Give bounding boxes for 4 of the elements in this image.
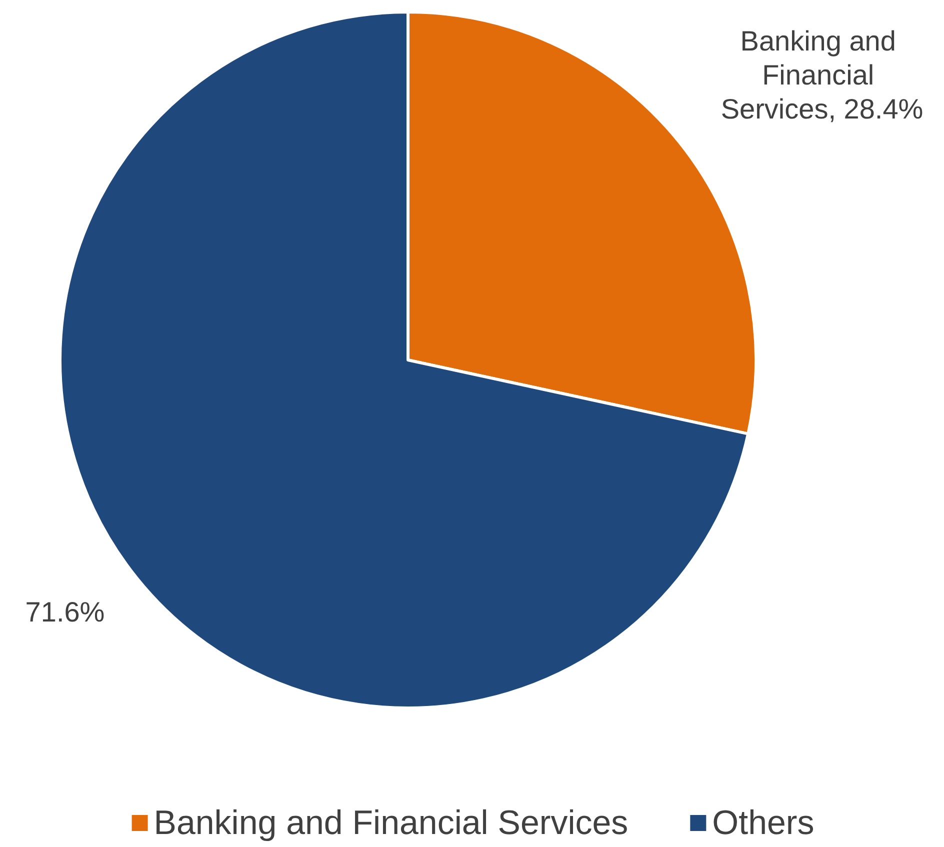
legend-label: Banking and Financial Services [154, 804, 628, 842]
legend-label: Others [712, 804, 814, 842]
data-label: Banking and Financial Services, 28.4% [720, 26, 924, 124]
data-label: 71.6% [25, 596, 105, 628]
